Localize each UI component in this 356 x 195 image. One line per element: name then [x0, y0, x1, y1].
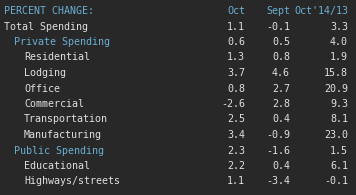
Text: 1.5: 1.5 — [330, 145, 348, 155]
Text: 3.7: 3.7 — [227, 68, 245, 78]
Text: 8.1: 8.1 — [330, 114, 348, 124]
Text: Highways/streets: Highways/streets — [24, 176, 120, 186]
Text: 9.3: 9.3 — [330, 99, 348, 109]
Text: 2.5: 2.5 — [227, 114, 245, 124]
Text: Residential: Residential — [24, 52, 90, 63]
Text: Office: Office — [24, 83, 60, 93]
Text: Public Spending: Public Spending — [14, 145, 104, 155]
Text: 20.9: 20.9 — [324, 83, 348, 93]
Text: 3.4: 3.4 — [227, 130, 245, 140]
Text: 4.0: 4.0 — [330, 37, 348, 47]
Text: Sept: Sept — [266, 6, 290, 16]
Text: 0.6: 0.6 — [227, 37, 245, 47]
Text: 0.4: 0.4 — [272, 114, 290, 124]
Text: Commercial: Commercial — [24, 99, 84, 109]
Text: -0.1: -0.1 — [266, 21, 290, 32]
Text: 2.2: 2.2 — [227, 161, 245, 171]
Text: 4.6: 4.6 — [272, 68, 290, 78]
Text: 2.3: 2.3 — [227, 145, 245, 155]
Text: 15.8: 15.8 — [324, 68, 348, 78]
Text: 2.7: 2.7 — [272, 83, 290, 93]
Text: 0.8: 0.8 — [272, 52, 290, 63]
Text: -1.6: -1.6 — [266, 145, 290, 155]
Text: Total Spending: Total Spending — [4, 21, 88, 32]
Text: 6.1: 6.1 — [330, 161, 348, 171]
Text: Private Spending: Private Spending — [14, 37, 110, 47]
Text: -0.9: -0.9 — [266, 130, 290, 140]
Text: Educational: Educational — [24, 161, 90, 171]
Text: Oct: Oct — [227, 6, 245, 16]
Text: 0.8: 0.8 — [227, 83, 245, 93]
Text: 2.8: 2.8 — [272, 99, 290, 109]
Text: 1.9: 1.9 — [330, 52, 348, 63]
Text: 3.3: 3.3 — [330, 21, 348, 32]
Text: Transportation: Transportation — [24, 114, 108, 124]
Text: 1.1: 1.1 — [227, 176, 245, 186]
Text: 23.0: 23.0 — [324, 130, 348, 140]
Text: -3.4: -3.4 — [266, 176, 290, 186]
Text: 1.1: 1.1 — [227, 21, 245, 32]
Text: Oct'14/13: Oct'14/13 — [294, 6, 348, 16]
Text: Manufacturing: Manufacturing — [24, 130, 102, 140]
Text: 0.5: 0.5 — [272, 37, 290, 47]
Text: 1.3: 1.3 — [227, 52, 245, 63]
Text: 0.4: 0.4 — [272, 161, 290, 171]
Text: PERCENT CHANGE:: PERCENT CHANGE: — [4, 6, 94, 16]
Text: -2.6: -2.6 — [221, 99, 245, 109]
Text: -0.1: -0.1 — [324, 176, 348, 186]
Text: Lodging: Lodging — [24, 68, 66, 78]
